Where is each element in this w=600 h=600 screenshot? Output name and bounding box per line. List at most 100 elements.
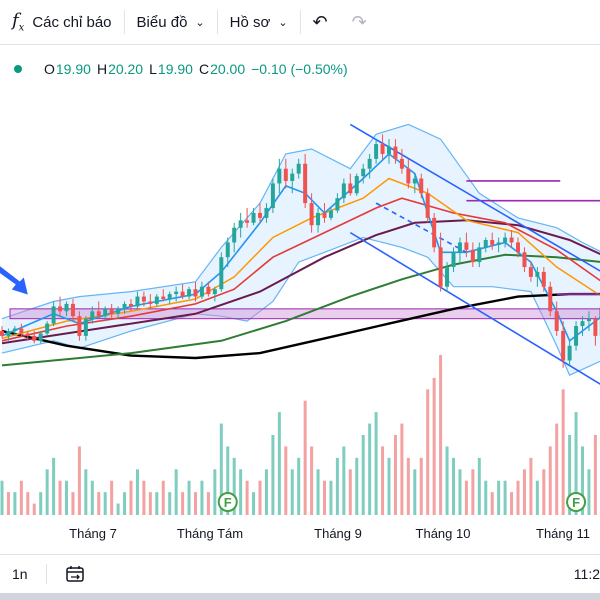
profile-label: Hồ sơ xyxy=(229,13,271,31)
candle-body xyxy=(103,308,108,317)
date-range-button[interactable] xyxy=(53,556,97,592)
function-icon: fx xyxy=(12,10,25,34)
volume-bar xyxy=(458,469,462,515)
candle-body xyxy=(348,183,353,194)
candle-body xyxy=(335,198,340,211)
ema-green-line xyxy=(1,253,600,367)
close-label: C xyxy=(198,61,210,77)
volume-bar xyxy=(19,480,23,515)
candle-body xyxy=(232,227,237,243)
volume-bar xyxy=(568,435,572,515)
volume-bar xyxy=(368,423,372,515)
undo-button[interactable]: ↶ xyxy=(301,0,340,44)
candle-body xyxy=(406,168,411,184)
candle-body xyxy=(393,146,398,159)
ema-black-line xyxy=(1,292,600,360)
candle-body xyxy=(83,318,88,336)
volume-bar xyxy=(329,480,333,515)
x-tick-label: Tháng 9 xyxy=(314,526,362,541)
candle-body xyxy=(219,257,224,290)
candle-body xyxy=(6,330,11,336)
toolbar-separator xyxy=(123,10,125,34)
ema-red-line xyxy=(1,197,600,342)
channel-upper-line xyxy=(349,123,600,272)
candle-body xyxy=(528,267,533,277)
candle-body xyxy=(316,212,321,226)
volume-bar xyxy=(503,480,507,515)
candle-body xyxy=(451,252,456,268)
volume-bar xyxy=(284,446,288,515)
bollinger-upper-line xyxy=(1,123,600,320)
volume-bar xyxy=(174,469,178,515)
chart-type-dropdown[interactable]: Biểu đồ ⌄ xyxy=(125,0,217,44)
candle-body xyxy=(580,321,585,327)
redo-icon: ↷ xyxy=(351,11,367,32)
volume-bar xyxy=(335,457,339,515)
candle-body xyxy=(496,242,501,245)
open-value: 19.90 xyxy=(55,61,91,77)
volume-bar xyxy=(516,480,520,515)
candle-body xyxy=(541,271,546,287)
volume-bar xyxy=(393,435,397,515)
volume-bar xyxy=(323,480,326,515)
candle-body xyxy=(180,291,185,297)
volume-bar xyxy=(561,389,565,515)
volume-bar xyxy=(277,412,281,515)
candle-body xyxy=(303,163,308,204)
chart-type-label: Biểu đồ xyxy=(136,13,188,31)
candle-body xyxy=(45,323,50,334)
candle-body xyxy=(225,242,230,258)
profile-dropdown[interactable]: Hồ sơ ⌄ xyxy=(218,0,300,44)
candle-body xyxy=(387,146,391,154)
volume-bar xyxy=(587,469,591,515)
volume-bar xyxy=(535,480,539,515)
volume-bar xyxy=(342,446,346,515)
volume-bar xyxy=(206,492,210,515)
interval-button[interactable]: 1n xyxy=(12,566,28,582)
low-label: L xyxy=(149,61,157,77)
candle-body xyxy=(51,306,56,324)
candle-body xyxy=(90,311,95,319)
candle-body xyxy=(367,158,372,169)
close-value: 20.00 xyxy=(210,61,246,77)
undo-icon: ↶ xyxy=(312,11,328,32)
volume-bar xyxy=(232,457,236,515)
chevron-down-icon: ⌄ xyxy=(195,16,205,29)
volume-bar xyxy=(593,435,597,515)
volume-bar xyxy=(548,446,552,515)
volume-bar xyxy=(361,435,365,515)
volume-bar xyxy=(123,492,127,515)
candle-body xyxy=(19,328,24,334)
candle-body xyxy=(258,212,262,218)
volume-bar xyxy=(97,492,101,515)
open-label: O xyxy=(44,61,55,77)
redo-button[interactable]: ↷ xyxy=(340,0,379,44)
candle-body xyxy=(574,326,579,346)
candle-body xyxy=(438,247,443,287)
volume-bar xyxy=(6,492,10,515)
volume-bar xyxy=(419,457,423,515)
volume-bar xyxy=(522,469,526,515)
volume-bar xyxy=(213,469,217,515)
candle-body xyxy=(586,318,591,322)
candle-body xyxy=(167,294,172,300)
annotation-arrow-icon xyxy=(0,266,28,295)
candle-body xyxy=(516,242,520,253)
channel-mid-line xyxy=(375,202,467,253)
candle-body xyxy=(141,296,146,302)
candle-body xyxy=(277,168,282,184)
volume-bar xyxy=(264,469,268,515)
volume-bar xyxy=(497,480,501,515)
candle-body xyxy=(174,291,179,295)
volume-bar xyxy=(400,423,404,515)
volume-bar xyxy=(39,492,43,515)
volume-bar xyxy=(439,355,443,515)
volume-bar xyxy=(13,492,17,515)
indicators-button[interactable]: fx Các chỉ báo xyxy=(0,0,124,44)
candle-body xyxy=(154,296,159,304)
candle-body xyxy=(425,193,430,218)
candle-body xyxy=(419,178,424,194)
volume-bar xyxy=(355,457,359,515)
toolbar-separator xyxy=(299,10,301,34)
